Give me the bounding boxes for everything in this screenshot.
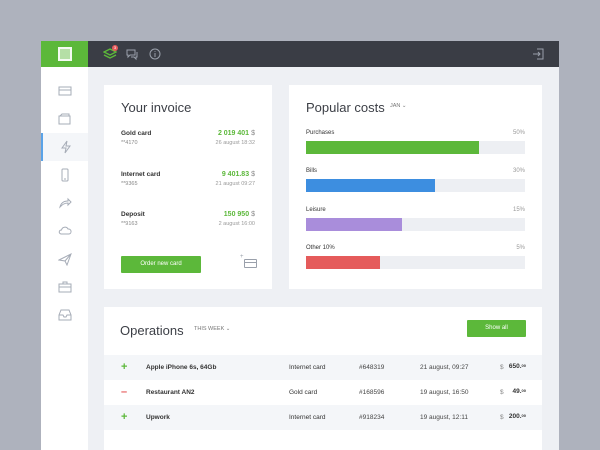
chevron-down-icon: ⌄ xyxy=(401,103,407,109)
invoice-amount: 9 401.83 $ xyxy=(221,171,255,178)
invoice-title: Your invoice xyxy=(121,100,192,115)
show-all-button[interactable]: Show all xyxy=(467,320,526,337)
operation-date: 19 august, 12:11 xyxy=(420,414,468,421)
invoice-card-number: **4170 xyxy=(121,140,138,146)
popular-costs-card: Popular costs JAN ⌄ Purchases 50% Bills … xyxy=(289,85,542,289)
operation-description: Upwork xyxy=(146,414,170,421)
invoice-card-number: **9163 xyxy=(121,221,138,227)
cost-bar-fill xyxy=(306,141,479,154)
operation-id: #918234 xyxy=(359,414,385,421)
invoice-card: Your invoice Gold card **4170 2 019 401 $… xyxy=(104,85,272,289)
operation-amount: 650.00 xyxy=(508,363,526,370)
cloud-icon xyxy=(58,226,72,235)
logout-icon[interactable] xyxy=(531,47,545,61)
sidebar-item-payments[interactable] xyxy=(41,133,88,161)
cost-bar-fill xyxy=(306,256,381,269)
invoice-name: Internet card xyxy=(121,171,161,178)
income-icon: + xyxy=(121,361,128,373)
operation-id: #168596 xyxy=(359,389,385,396)
invoice-date: 21 august 09:27 xyxy=(215,181,255,187)
sidebar-item-transfer[interactable] xyxy=(41,189,88,217)
credit-card-icon xyxy=(58,86,71,96)
operation-method: Internet card xyxy=(289,414,326,421)
lightning-icon xyxy=(60,140,71,154)
cost-percent: 50% xyxy=(512,130,525,136)
operation-method: Internet card xyxy=(289,364,326,371)
cost-label: Other 10% xyxy=(306,245,335,251)
layers-icon[interactable] xyxy=(102,47,118,61)
operation-id: #648319 xyxy=(359,364,385,371)
sidebar xyxy=(41,67,88,450)
cost-bar-track xyxy=(306,256,525,269)
briefcase-icon xyxy=(58,281,71,293)
top-bar: 3 xyxy=(41,41,559,67)
info-icon[interactable] xyxy=(148,47,162,61)
order-new-card-button[interactable]: Order new card xyxy=(121,256,201,273)
invoice-name: Gold card xyxy=(121,130,152,137)
cost-percent: 5% xyxy=(516,245,525,251)
cost-label: Bills xyxy=(306,168,318,174)
logo[interactable] xyxy=(41,41,88,67)
cost-label: Leisure xyxy=(306,207,326,213)
cost-percent: 15% xyxy=(512,207,525,213)
cost-bar-track xyxy=(306,179,525,192)
operation-amount: 49.00 xyxy=(512,388,527,395)
operation-date: 21 august, 09:27 xyxy=(420,364,469,371)
chevron-down-icon: ⌄ xyxy=(225,326,231,332)
sidebar-item-business[interactable] xyxy=(41,273,88,301)
sidebar-item-travel[interactable] xyxy=(41,245,88,273)
invoice-name: Deposit xyxy=(121,211,145,218)
logo-icon xyxy=(57,47,72,61)
cost-percent: 30% xyxy=(512,168,525,174)
operation-currency: $ xyxy=(500,364,504,371)
inbox-icon xyxy=(58,309,71,321)
table-row[interactable]: – Restaurant AN2 Gold card #168596 19 au… xyxy=(104,380,542,405)
invoice-date: 2 august 16:00 xyxy=(218,221,255,227)
share-arrow-icon xyxy=(58,197,72,209)
sidebar-item-mobile[interactable] xyxy=(41,161,88,189)
invoice-date: 26 august 18:32 xyxy=(215,140,255,146)
cost-bar-fill xyxy=(306,179,436,192)
sidebar-item-cards[interactable] xyxy=(41,77,88,105)
sidebar-item-wallet[interactable] xyxy=(41,105,88,133)
operation-amount: 200.00 xyxy=(508,413,526,420)
cost-bar-track xyxy=(306,141,525,154)
cost-bar-track xyxy=(306,218,525,231)
invoice-card-number: **9365 xyxy=(121,181,138,187)
costs-title: Popular costs xyxy=(306,100,385,115)
month-selector[interactable]: JAN ⌄ xyxy=(390,103,407,109)
period-selector[interactable]: THIS WEEK ⌄ xyxy=(194,326,231,332)
operation-method: Gold card xyxy=(289,389,318,396)
operation-date: 19 august, 16:50 xyxy=(420,389,469,396)
operation-currency: $ xyxy=(500,389,504,396)
operation-description: Apple iPhone 6s, 64Gb xyxy=(146,364,217,371)
wallet-icon xyxy=(58,113,70,125)
chat-icon[interactable] xyxy=(125,47,139,61)
table-row[interactable]: + Apple iPhone 6s, 64Gb Internet card #6… xyxy=(104,355,542,380)
notification-badge: 3 xyxy=(112,45,118,51)
cost-label: Purchases xyxy=(306,130,335,136)
phone-icon xyxy=(61,168,68,182)
invoice-amount: 150 950 $ xyxy=(223,211,255,218)
operation-currency: $ xyxy=(500,414,504,421)
add-card-plus-icon: + xyxy=(240,254,244,260)
add-card-icon[interactable] xyxy=(244,259,257,268)
table-row[interactable]: + Upwork Internet card #918234 19 august… xyxy=(104,405,542,430)
plane-icon xyxy=(57,252,72,266)
operation-description: Restaurant AN2 xyxy=(146,389,195,396)
cost-bar-fill xyxy=(306,218,403,231)
invoice-amount: 2 019 401 $ xyxy=(217,130,255,137)
operations-card: Operations THIS WEEK ⌄ Show all + Apple … xyxy=(104,307,542,450)
operations-title: Operations xyxy=(120,323,184,338)
sidebar-item-cloud[interactable] xyxy=(41,217,88,245)
app-window: 3 xyxy=(41,41,559,450)
sidebar-item-inbox[interactable] xyxy=(41,301,88,329)
income-icon: + xyxy=(121,411,128,423)
expense-icon: – xyxy=(121,386,128,398)
